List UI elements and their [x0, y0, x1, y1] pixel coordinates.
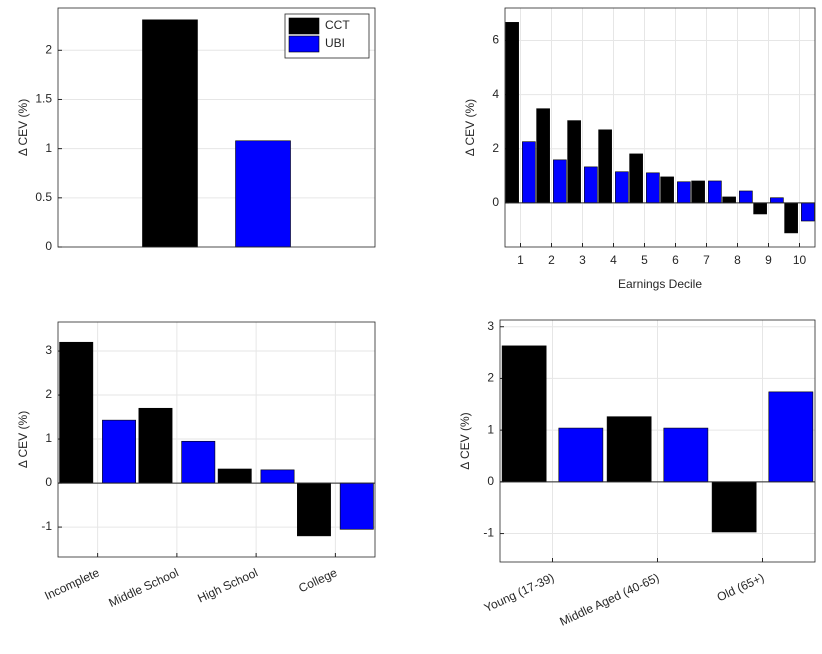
bar [181, 440, 216, 484]
bar [770, 197, 784, 204]
y-tick-label: 1 [487, 422, 494, 436]
bar [536, 108, 550, 204]
x-tick-label: Incomplete [42, 565, 101, 603]
bar [501, 345, 547, 483]
bar [522, 141, 536, 204]
bar [646, 172, 660, 204]
axes-box [504, 7, 816, 248]
bar [691, 180, 705, 204]
legend-label: CCT [325, 18, 350, 32]
y-tick-label: 0.5 [35, 190, 52, 204]
bar [297, 482, 331, 537]
x-tick-label: 7 [703, 253, 710, 267]
y-tick-label: 0 [487, 474, 494, 488]
y-tick-label: 2 [487, 371, 494, 385]
y-tick-label: 3 [487, 319, 494, 333]
x-tick-label: 8 [734, 253, 741, 267]
x-tick-label: 10 [793, 253, 807, 267]
bar [567, 120, 581, 204]
x-tick-label: Young (17-39) [482, 570, 556, 615]
y-tick-label: 2 [45, 387, 52, 401]
bar [711, 481, 757, 533]
x-tick-label: 9 [765, 253, 772, 267]
bar [739, 190, 753, 204]
x-tick-label: Middle School [106, 565, 180, 610]
bar [663, 427, 709, 483]
bar [59, 341, 94, 484]
x-tick-label: 3 [579, 253, 586, 267]
x-tick-label: 2 [548, 253, 555, 267]
legend-swatch [288, 35, 320, 53]
x-tick-label: Old (65+) [715, 570, 767, 604]
x-tick-label: High School [195, 565, 260, 605]
bar [598, 129, 612, 204]
bar [339, 482, 374, 530]
x-tick-label: 4 [610, 253, 617, 267]
y-tick-label: 1 [45, 431, 52, 445]
y-tick-label: 6 [492, 33, 499, 47]
y-axis-label: Δ CEV (%) [16, 411, 30, 468]
y-axis-label: Δ CEV (%) [463, 99, 477, 156]
y-tick-label: 4 [492, 87, 499, 101]
y-tick-label: -1 [483, 526, 494, 540]
y-axis-label: Δ CEV (%) [458, 412, 472, 469]
bar [677, 181, 691, 204]
bar [553, 159, 567, 204]
axes-box [57, 7, 376, 248]
bar [584, 166, 598, 204]
y-tick-label: 2 [492, 141, 499, 155]
x-tick-label: 6 [672, 253, 679, 267]
bar [138, 407, 173, 484]
y-tick-label: 1.5 [35, 92, 52, 106]
legend-label: UBI [325, 36, 345, 50]
bar [753, 202, 767, 215]
bar [235, 140, 291, 248]
bar [660, 176, 674, 204]
y-tick-label: 3 [45, 343, 52, 357]
x-tick-label: 5 [641, 253, 648, 267]
bar [615, 171, 629, 204]
bar [260, 469, 295, 484]
y-tick-label: 2 [45, 42, 52, 56]
x-tick-label: Middle Aged (40-65) [557, 570, 661, 628]
axes-box [499, 319, 816, 563]
legend-swatch [288, 17, 320, 35]
bar [606, 416, 652, 483]
bar [102, 419, 136, 484]
y-tick-label: 0 [492, 195, 499, 209]
x-tick-label: College [296, 565, 339, 595]
axes-box [57, 321, 376, 558]
y-tick-label: 0 [45, 239, 52, 253]
y-tick-label: 0 [45, 475, 52, 489]
bar [558, 427, 604, 483]
x-axis-label: Earnings Decile [618, 277, 702, 291]
bar [142, 19, 198, 248]
y-axis-label: Δ CEV (%) [16, 99, 30, 156]
x-tick-label: 1 [517, 253, 524, 267]
bar [768, 391, 814, 483]
bar [217, 468, 252, 484]
bar [505, 22, 519, 204]
bar [629, 153, 643, 204]
y-tick-label: -1 [41, 519, 52, 533]
bar [801, 202, 815, 222]
y-tick-label: 1 [45, 141, 52, 155]
bar [708, 180, 722, 204]
bar [784, 202, 798, 234]
bar [722, 196, 736, 204]
